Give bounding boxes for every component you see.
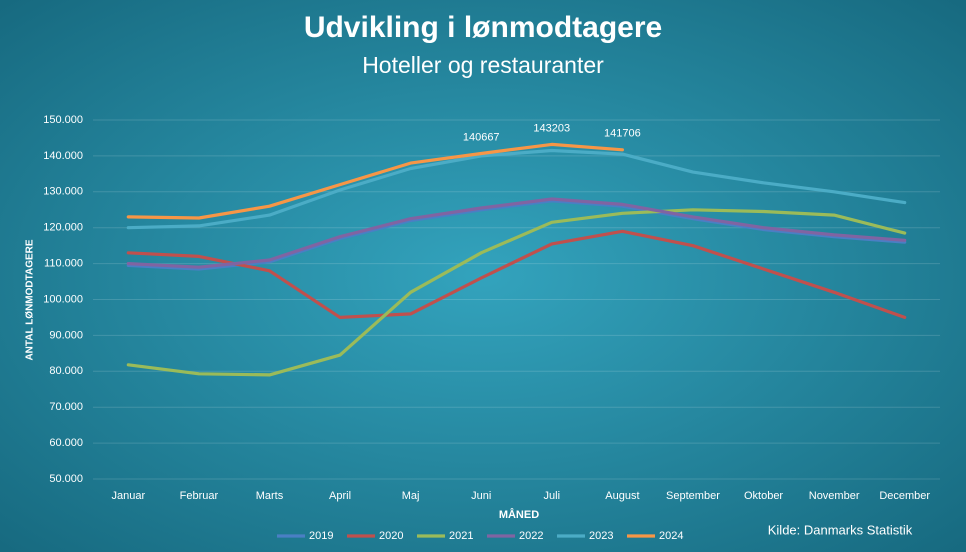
data-label: 140667 [463,131,500,143]
series-line [126,199,907,271]
series-line [126,197,907,269]
series-line [126,229,907,319]
legend-label: 2019 [309,530,333,542]
series-line [126,142,624,220]
data-label: 143203 [533,122,570,134]
x-tick-label: April [329,490,351,502]
x-tick-label: Juli [544,490,561,502]
legend-label: 2022 [519,530,543,542]
legend-label: 2020 [379,530,403,542]
y-tick-label: 120.000 [43,222,83,234]
y-tick-label: 130.000 [43,186,83,198]
legend-label: 2024 [659,530,683,542]
y-tick-label: 140.000 [43,150,83,162]
x-tick-label: Marts [256,490,284,502]
y-tick-label: 110.000 [44,258,83,270]
x-tick-label: September [666,490,720,502]
x-tick-label: August [605,490,639,502]
x-axis-label: MÅNED [499,508,539,521]
y-tick-label: 90.000 [49,329,83,341]
legend-label: 2023 [589,530,613,542]
y-tick-label: 80.000 [49,365,83,377]
data-label: 141706 [604,128,641,140]
source: Kilde: Danmarks Statistik [768,522,913,537]
x-tick-label: December [879,490,930,502]
legend-label: 2021 [449,530,473,542]
x-tick-label: Oktober [744,490,783,502]
x-tick-label: Januar [111,490,145,502]
y-tick-label: 150.000 [43,114,83,126]
y-tick-label: 50.000 [49,473,83,485]
x-tick-label: November [809,490,860,502]
x-tick-label: Februar [180,490,219,502]
y-tick-label: 60.000 [49,437,83,449]
series-line [126,148,907,230]
y-axis-label: ANTAL LØNMODTAGERE [25,239,36,360]
y-tick-label: 70.000 [49,401,83,413]
series-line [126,208,907,377]
chart-title: Udvikling i lønmodtagere [304,11,662,44]
y-tick-label: 100.000 [43,293,83,305]
x-tick-label: Juni [471,490,491,502]
chart-subtitle: Hoteller og restauranter [362,52,604,78]
x-tick-label: Maj [402,490,420,502]
